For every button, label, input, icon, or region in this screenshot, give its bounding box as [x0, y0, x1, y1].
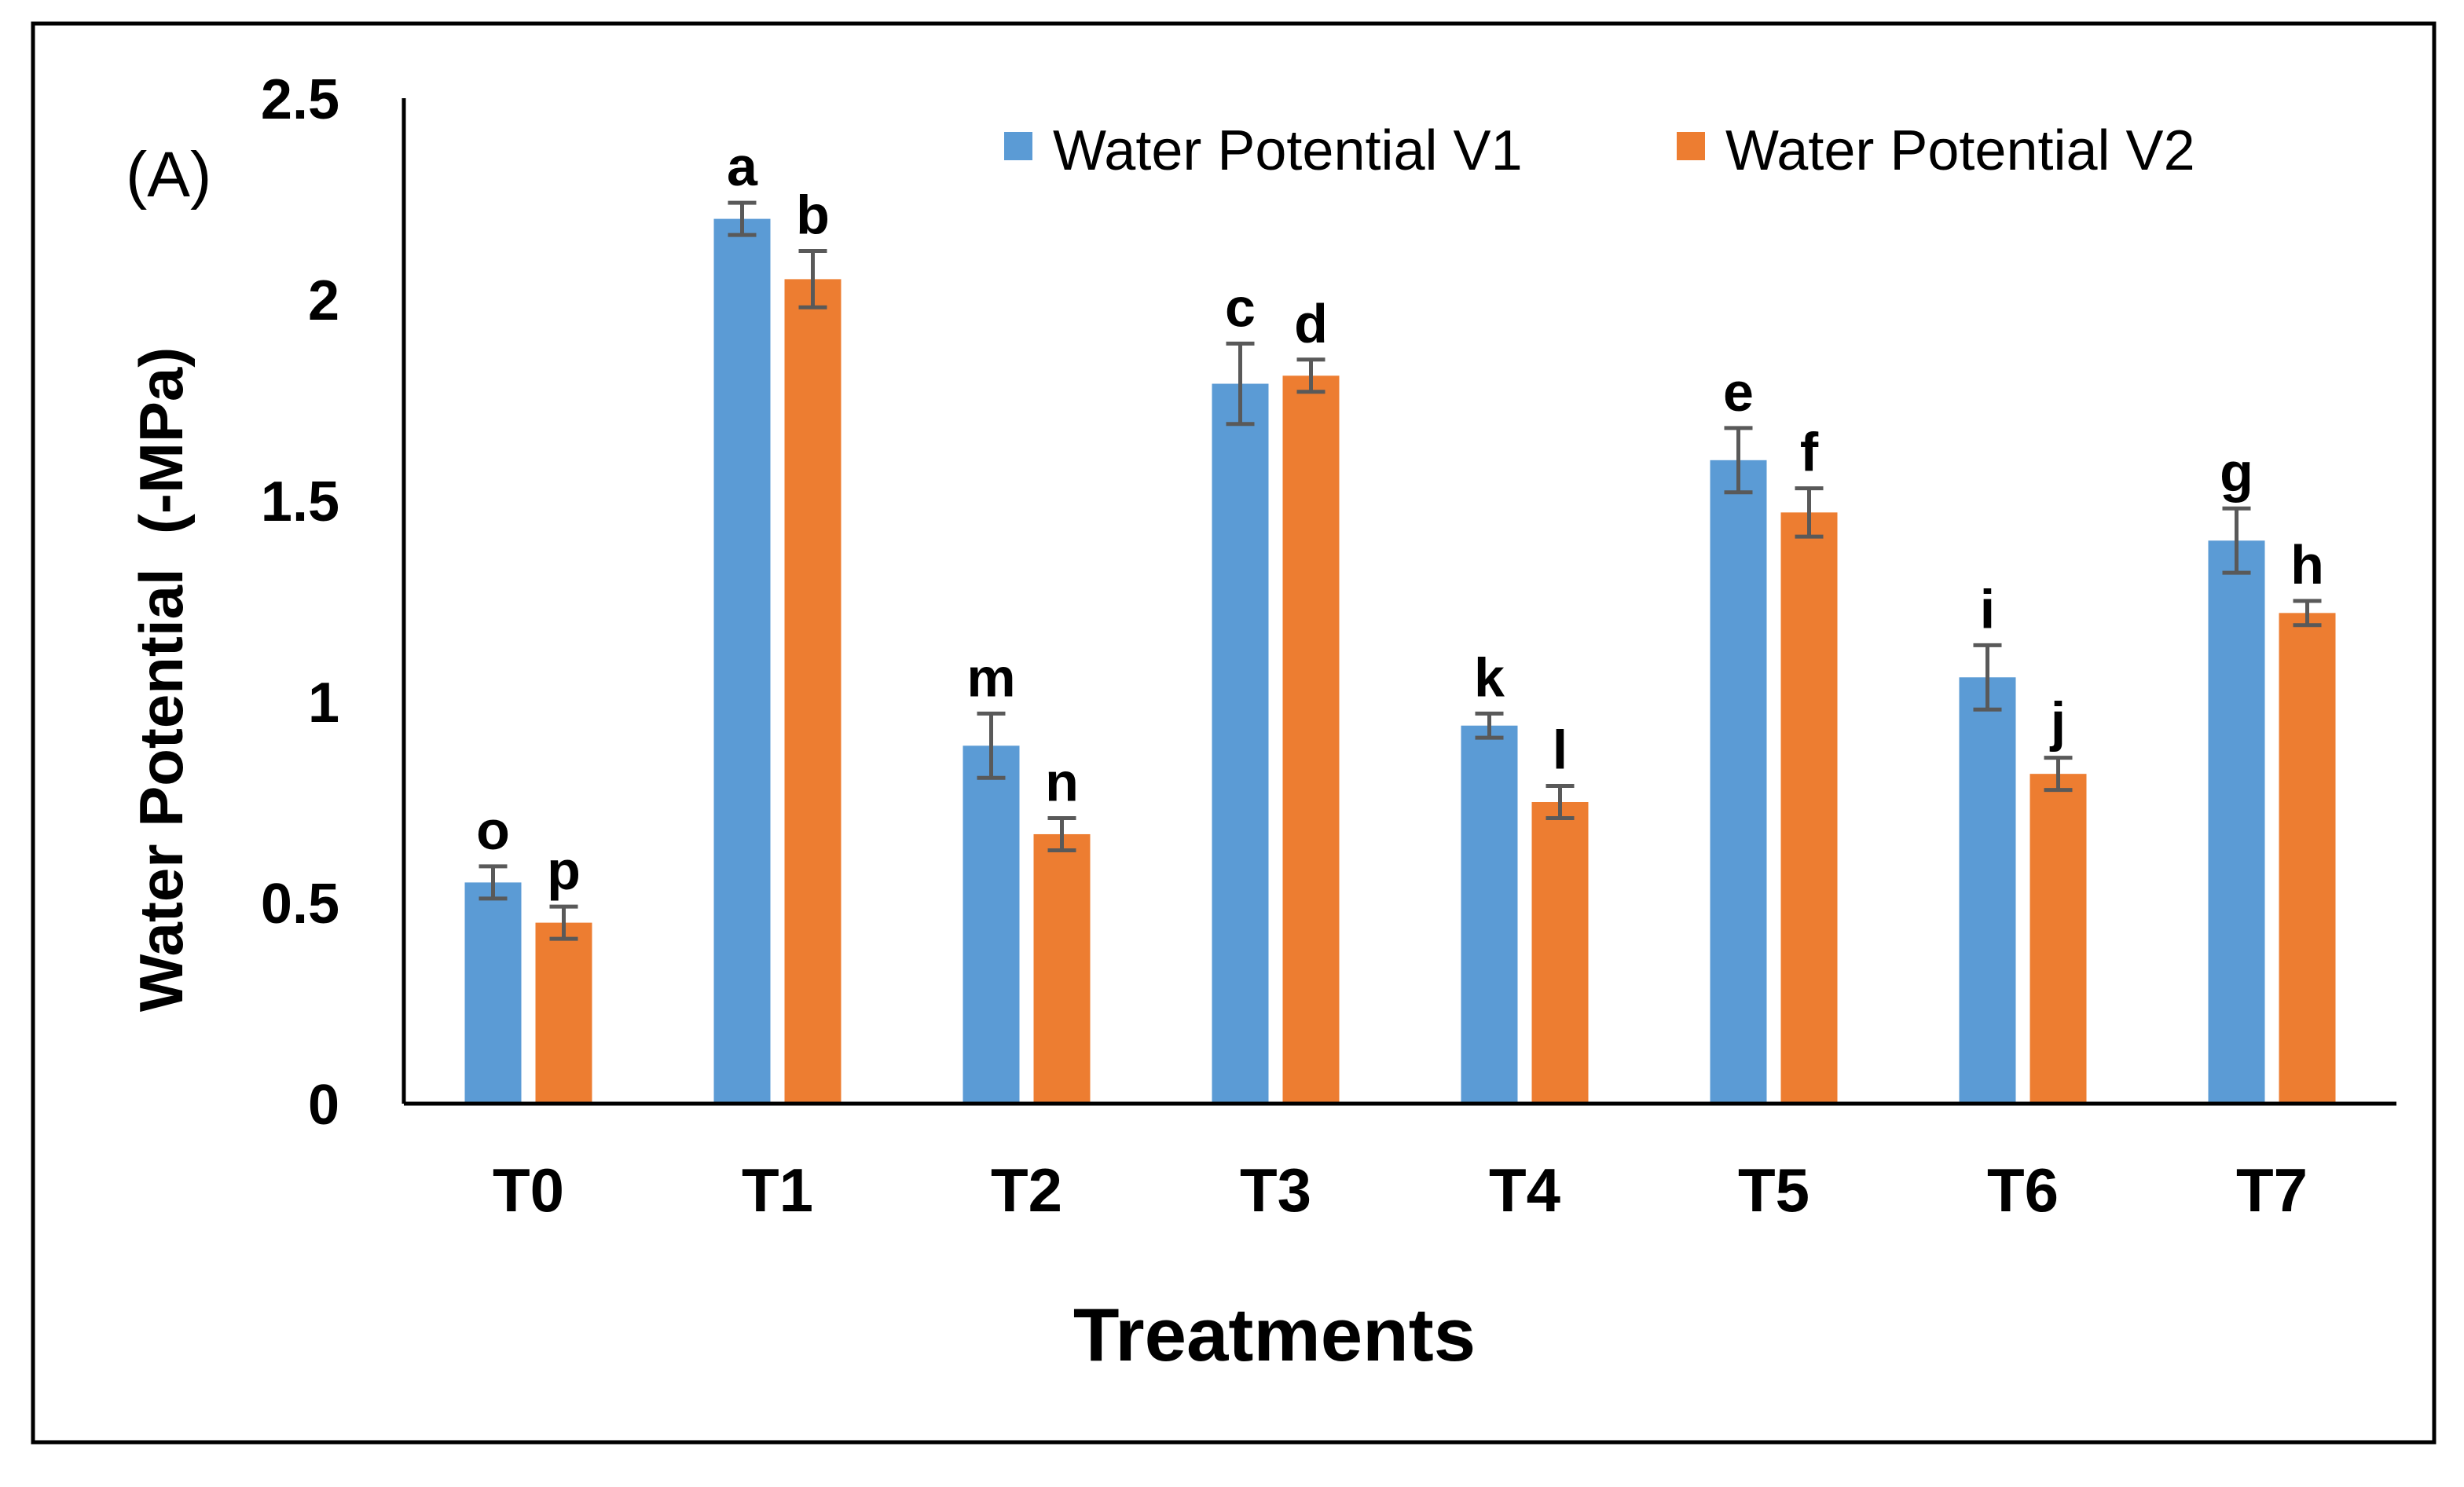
bar	[1710, 460, 1767, 1104]
x-tick-label: T6	[1987, 1156, 2059, 1225]
bar	[1461, 725, 1518, 1104]
bar	[2030, 774, 2087, 1104]
bar-series	[464, 218, 2336, 1104]
x-tick-label: T1	[742, 1156, 813, 1225]
panel-label: (A)	[126, 139, 211, 211]
figure-border	[31, 21, 2436, 1445]
y-tick-label: 0	[308, 1074, 339, 1137]
bar	[1780, 512, 1838, 1104]
bar	[1282, 375, 1340, 1104]
x-tick-label: T0	[493, 1156, 564, 1225]
bar	[713, 218, 771, 1104]
x-tick-label: T4	[1489, 1156, 1560, 1225]
bar	[784, 279, 842, 1104]
legend-label-v1: Water Potential V1	[1053, 119, 1523, 182]
y-axis-label: Water Potential (-MPa)	[126, 347, 196, 1013]
y-tick-label: 1	[308, 672, 339, 734]
x-tick-label: T2	[991, 1156, 1062, 1225]
bar	[535, 922, 592, 1104]
significance-letter: l	[1553, 720, 1568, 781]
x-tick-label: T5	[1738, 1156, 1810, 1225]
significance-letter: b	[796, 185, 830, 246]
significance-letter: c	[1225, 277, 1256, 338]
x-tick-label: T3	[1240, 1156, 1311, 1225]
x-tick-label: T7	[2236, 1156, 2308, 1225]
significance-letter: d	[1294, 293, 1328, 354]
significance-letter: e	[1723, 361, 1754, 423]
bar	[1212, 383, 1269, 1104]
significance-letter: j	[2049, 691, 2066, 753]
significance-letters: op ab mn c d kl ef ij gh	[476, 136, 2324, 901]
significance-letter: a	[727, 136, 758, 197]
significance-letter: o	[476, 800, 510, 861]
x-axis-label: Treatments	[1073, 1293, 1476, 1377]
y-tick-label: 0.5	[261, 873, 339, 936]
y-axis-ticks: 0 0.5 1 1.5 2 2.5	[261, 68, 339, 1137]
significance-letter: f	[1800, 422, 1819, 483]
significance-letter: p	[547, 840, 581, 901]
significance-letter: k	[1474, 646, 1505, 708]
bar	[2208, 540, 2265, 1104]
significance-letter: g	[2220, 441, 2253, 503]
error-bars	[478, 200, 2322, 941]
y-tick-label: 2	[308, 269, 339, 332]
y-tick-label: 1.5	[261, 471, 339, 533]
y-tick-label: 2.5	[261, 68, 339, 131]
x-axis-ticks: T0 T1 T2 T3 T4 T5 T6 T7	[493, 1156, 2308, 1225]
bar	[464, 882, 522, 1104]
bar	[1531, 802, 1589, 1104]
bar	[1033, 833, 1091, 1104]
bar	[1959, 677, 2016, 1104]
legend-swatch-v2	[1677, 132, 1705, 160]
significance-letter: n	[1045, 751, 1079, 812]
significance-letter: m	[966, 646, 1015, 708]
legend-swatch-v1	[1004, 132, 1032, 160]
bar	[962, 745, 1020, 1104]
significance-letter: h	[2290, 534, 2324, 595]
legend: Water Potential V1 Water Potential V2	[1004, 119, 2195, 182]
legend-label-v2: Water Potential V2	[1725, 119, 2195, 182]
significance-letter: i	[1980, 578, 1995, 639]
bar	[2279, 613, 2336, 1104]
